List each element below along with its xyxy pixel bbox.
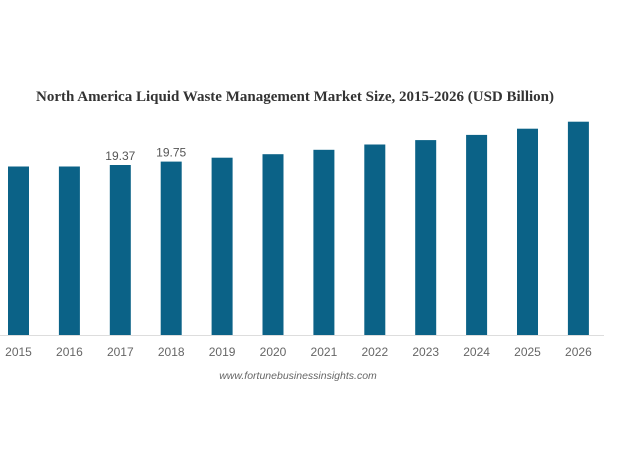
x-tick-2017: 2017 [107,345,134,359]
x-tick-2023: 2023 [412,345,439,359]
chart-title: North America Liquid Waste Management Ma… [36,89,554,105]
source-credit: www.fortunebusinessinsights.com [219,370,377,382]
x-tick-2016: 2016 [56,345,83,359]
bar-2023 [415,140,437,335]
x-tick-2024: 2024 [463,345,490,359]
bar-2015 [8,166,29,335]
bar-2020 [262,154,284,335]
bar-2016 [58,166,80,335]
data-label-2017: 19.37 [105,149,135,163]
x-tick-2021: 2021 [311,345,338,359]
x-tick-2018: 2018 [158,345,185,359]
bar-2018 [160,161,182,335]
x-tick-2015: 2015 [5,345,32,359]
bar-2024 [466,134,488,335]
data-label-2018: 19.75 [156,146,186,160]
bar-2026 [567,121,589,335]
bars-group [8,121,589,335]
bar-2017 [109,165,131,335]
x-tick-2025: 2025 [514,345,541,359]
bar-2022 [364,144,386,335]
bar-2019 [211,157,233,335]
data-labels: 19.37 19.75 [105,146,186,163]
x-tick-2019: 2019 [209,345,236,359]
bar-2025 [517,128,538,335]
x-tick-2022: 2022 [361,345,388,359]
bar-2021 [313,149,335,335]
x-tick-2026: 2026 [565,345,592,359]
x-tick-labels: 2015 2016 2017 2018 2019 2020 2021 2022 2023 2024… [5,345,592,359]
x-tick-2020: 2020 [260,345,287,359]
